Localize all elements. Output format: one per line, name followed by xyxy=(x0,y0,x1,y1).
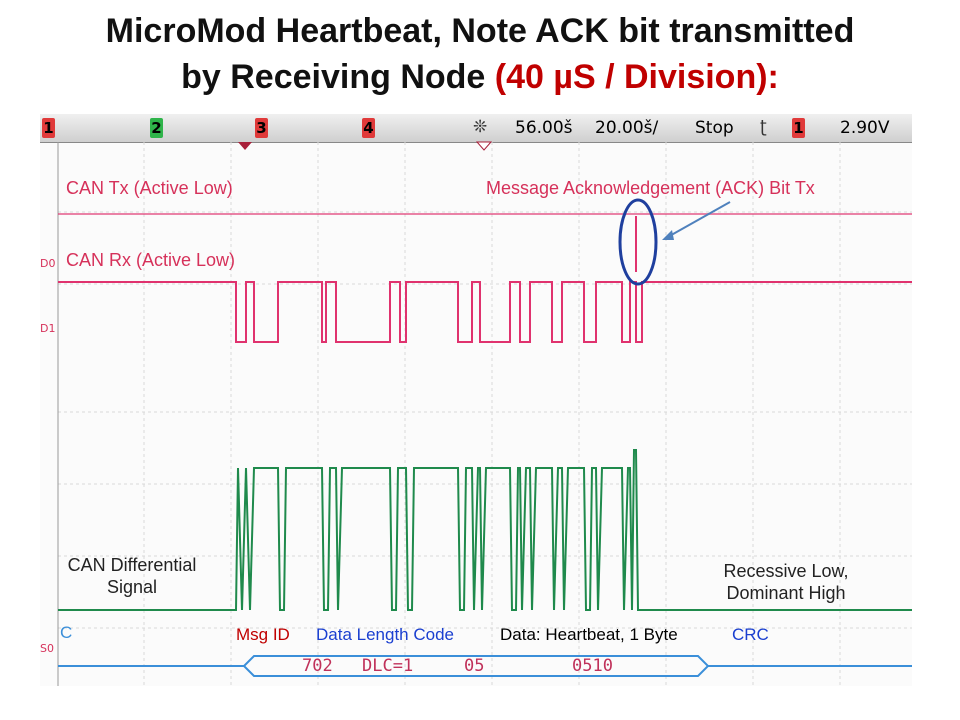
ack-label: Message Acknowledgement (ACK) Bit Tx xyxy=(486,178,815,198)
grid xyxy=(58,142,912,686)
can-rx-label: CAN Rx (Active Low) xyxy=(66,250,236,270)
oscilloscope-screen: 1 2 3 4 ❊ 56.00š 20.00š/ Stop ʈ 1 2.90V xyxy=(40,114,912,686)
ack-highlight-ellipse xyxy=(618,198,658,286)
waveform-display xyxy=(57,141,912,686)
can-rx-trace xyxy=(58,281,912,343)
can-diff-label: CAN Differential Signal xyxy=(62,554,202,598)
dlc-label: Data Length Code xyxy=(316,625,454,644)
can-diff-label-line1: CAN Differential xyxy=(67,555,197,575)
can-diff-label-line2: Signal xyxy=(106,577,158,597)
channel-3-button[interactable]: 3 xyxy=(255,118,268,138)
time-reference-marker xyxy=(475,141,493,151)
decode-dlc-value: DLC=1 xyxy=(362,656,414,676)
channel-4-button[interactable]: 4 xyxy=(362,118,375,138)
decode-id-value: 702 xyxy=(302,656,333,676)
decode-data-value: 05 xyxy=(464,656,485,676)
d0-channel-tag: D0 xyxy=(40,257,56,270)
trigger-position-marker xyxy=(238,142,252,150)
trigger-edge-icon: ʈ xyxy=(760,117,767,137)
trigger-channel-button[interactable]: 1 xyxy=(792,118,805,138)
channel-2-button[interactable]: 2 xyxy=(150,118,163,138)
recessive-dominant-label: Recessive Low, Dominant High xyxy=(706,560,866,604)
trigger-level[interactable]: 2.90V xyxy=(840,118,890,138)
slide-title: MicroMod Heartbeat, Note ACK bit transmi… xyxy=(0,8,960,100)
channel-1-button[interactable]: 1 xyxy=(42,118,55,138)
timebase-setting[interactable]: 20.00š/ xyxy=(595,118,659,138)
run-state[interactable]: Stop xyxy=(695,118,734,138)
ack-arrow-head xyxy=(662,230,674,240)
can-diff-trace xyxy=(58,449,912,611)
data-label: Data: Heartbeat, 1 Byte xyxy=(500,625,678,644)
bus-letter: C xyxy=(60,623,73,642)
title-line-2: by Receiving Node (40 µS / Division): xyxy=(0,54,960,100)
title-timebase-note: (40 µS / Division): xyxy=(494,58,779,96)
can-tx-trace xyxy=(58,213,912,272)
acquisition-icon: ❊ xyxy=(473,117,488,137)
title-line-1: MicroMod Heartbeat, Note ACK bit transmi… xyxy=(105,12,855,50)
horizontal-position[interactable]: 56.00š xyxy=(515,118,573,138)
can-tx-label: CAN Tx (Active Low) xyxy=(66,178,233,198)
title-line-2-text: by Receiving Node xyxy=(181,58,495,96)
msg-id-label: Msg ID xyxy=(236,625,290,644)
serial-decode-bus xyxy=(58,655,912,677)
s0-channel-tag: S0 xyxy=(40,642,54,655)
d1-channel-tag: D1 xyxy=(40,322,56,335)
crc-label: CRC xyxy=(732,625,769,644)
dominant-label-line2: Dominant High xyxy=(726,583,846,603)
decode-crc-value: 0510 xyxy=(572,656,613,676)
scope-status-bar: 1 2 3 4 ❊ 56.00š 20.00š/ Stop ʈ 1 2.90V xyxy=(40,114,912,143)
ack-callout-arrow xyxy=(665,201,731,239)
recessive-label-line1: Recessive Low, xyxy=(723,561,849,581)
